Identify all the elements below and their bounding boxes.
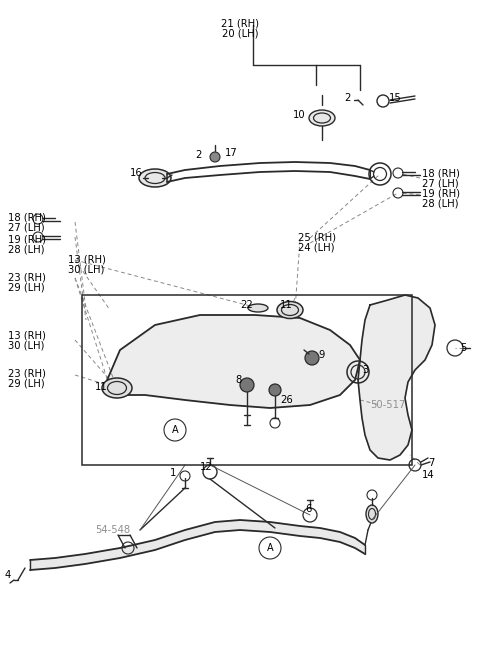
Text: 6: 6 <box>305 504 312 514</box>
Polygon shape <box>358 295 435 460</box>
Text: 21 (RH): 21 (RH) <box>221 18 259 28</box>
Text: 27 (LH): 27 (LH) <box>422 178 458 188</box>
Text: 4: 4 <box>5 570 11 580</box>
Text: 26: 26 <box>280 395 293 405</box>
Ellipse shape <box>309 110 335 126</box>
Text: 24 (LH): 24 (LH) <box>298 242 335 252</box>
Text: 5: 5 <box>460 343 467 353</box>
Text: 18 (RH): 18 (RH) <box>8 212 46 222</box>
Text: 17: 17 <box>225 148 238 158</box>
Bar <box>82 295 412 465</box>
Text: 15: 15 <box>389 93 402 103</box>
Polygon shape <box>105 315 360 408</box>
Ellipse shape <box>366 505 378 523</box>
Text: 2: 2 <box>344 93 350 103</box>
Ellipse shape <box>248 304 268 312</box>
Text: 23 (RH): 23 (RH) <box>8 272 46 282</box>
Text: 18 (RH): 18 (RH) <box>422 168 460 178</box>
Text: 11: 11 <box>280 300 293 310</box>
Ellipse shape <box>139 169 171 187</box>
Text: 23 (RH): 23 (RH) <box>8 368 46 378</box>
Text: 50-517: 50-517 <box>370 400 406 410</box>
Text: 13 (RH): 13 (RH) <box>68 255 106 265</box>
Text: 29 (LH): 29 (LH) <box>8 378 45 388</box>
Text: 12: 12 <box>200 462 213 472</box>
Text: 19 (RH): 19 (RH) <box>422 188 460 198</box>
Ellipse shape <box>102 378 132 398</box>
Circle shape <box>269 384 281 396</box>
Text: 11: 11 <box>95 382 108 392</box>
Text: 28 (LH): 28 (LH) <box>8 245 45 255</box>
Text: 8: 8 <box>235 375 241 385</box>
Text: 22: 22 <box>240 300 253 310</box>
Text: 30 (LH): 30 (LH) <box>8 340 44 350</box>
Text: 9: 9 <box>318 350 324 360</box>
Text: 3: 3 <box>362 365 368 375</box>
Text: 25 (RH): 25 (RH) <box>298 232 336 242</box>
Ellipse shape <box>277 301 303 319</box>
Text: 30 (LH): 30 (LH) <box>68 265 104 275</box>
Text: 29 (LH): 29 (LH) <box>8 282 45 292</box>
Polygon shape <box>30 520 365 570</box>
Text: 13 (RH): 13 (RH) <box>8 330 46 340</box>
Text: 20 (LH): 20 (LH) <box>222 28 258 38</box>
Text: 2: 2 <box>195 150 202 160</box>
Text: 27 (LH): 27 (LH) <box>8 222 45 232</box>
Text: 10: 10 <box>293 110 306 120</box>
Text: 16: 16 <box>130 168 143 178</box>
Circle shape <box>240 378 254 392</box>
Text: A: A <box>172 425 178 435</box>
Text: A: A <box>267 543 273 553</box>
Circle shape <box>210 152 220 162</box>
Text: 14: 14 <box>422 470 434 480</box>
Text: 1: 1 <box>170 468 176 478</box>
Circle shape <box>305 351 319 365</box>
Text: 28 (LH): 28 (LH) <box>422 198 458 208</box>
Text: 19 (RH): 19 (RH) <box>8 235 46 245</box>
Text: 7: 7 <box>428 458 434 468</box>
Text: 54-548: 54-548 <box>95 525 130 535</box>
